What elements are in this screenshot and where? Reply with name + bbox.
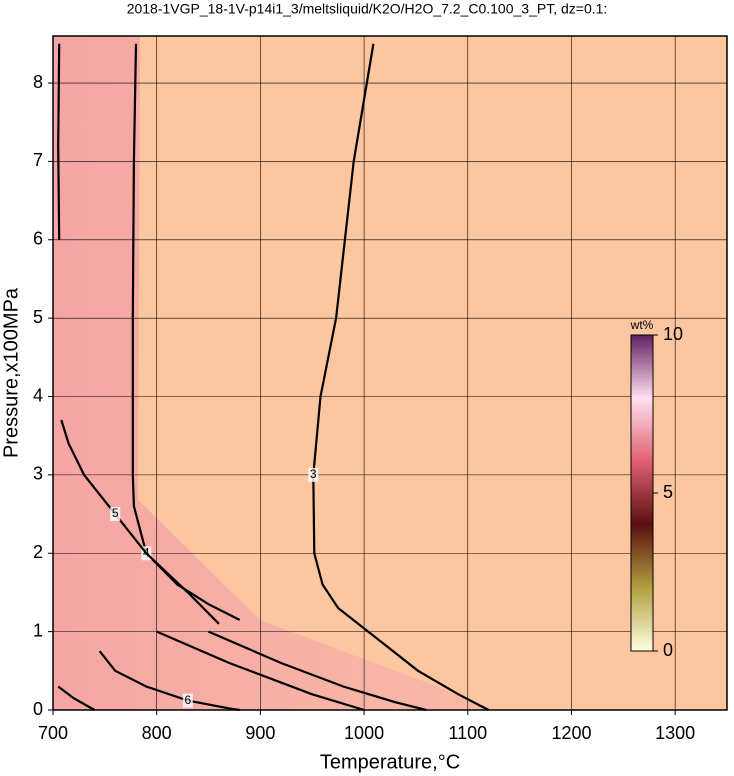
- x-tick-label: 700: [38, 723, 68, 743]
- colorbar-tick-label: 0: [663, 640, 673, 660]
- plot-frame: [52, 35, 728, 711]
- colorbar-tick-label: 5: [663, 482, 673, 502]
- contour-label: 5: [112, 506, 119, 520]
- x-tick-label: 1300: [655, 723, 695, 743]
- contour-label: 3: [310, 467, 317, 481]
- chart-title: 2018-1VGP_18-1V-p14i1_3/meltsliquid/K2O/…: [127, 1, 608, 17]
- contour-line: [312, 43, 490, 711]
- contour-label-bg: [182, 693, 193, 708]
- y-tick-label: 1: [33, 620, 43, 640]
- y-tick-label: 2: [33, 542, 43, 562]
- y-tick-label: 7: [33, 150, 43, 170]
- y-tick-label: 4: [33, 385, 43, 405]
- colorbar-tick-label: 10: [663, 324, 683, 344]
- x-tick-label: 1000: [344, 723, 384, 743]
- x-tick-label: 900: [245, 723, 275, 743]
- x-tick-label: 800: [142, 723, 172, 743]
- y-tick-label: 0: [33, 699, 43, 719]
- y-tick-label: 8: [33, 72, 43, 92]
- contour-label-bg: [308, 467, 319, 482]
- x-tick-label: 1100: [448, 723, 487, 743]
- x-tick-label: 1200: [551, 723, 591, 743]
- colorbar-label: wt%: [630, 318, 654, 332]
- y-tick-label: 6: [33, 229, 43, 249]
- x-axis-label: Temperature,°C: [320, 751, 460, 773]
- colorbar: [630, 334, 654, 652]
- contour-label-bg: [110, 507, 121, 522]
- y-tick-label: 3: [33, 464, 43, 484]
- contour-line: [57, 650, 240, 712]
- contour-label: 6: [184, 693, 191, 707]
- y-tick-label: 5: [33, 307, 43, 327]
- y-axis-label: Pressure,x100MPa: [0, 287, 22, 458]
- high-region: [53, 36, 495, 710]
- contour-line: [57, 43, 427, 712]
